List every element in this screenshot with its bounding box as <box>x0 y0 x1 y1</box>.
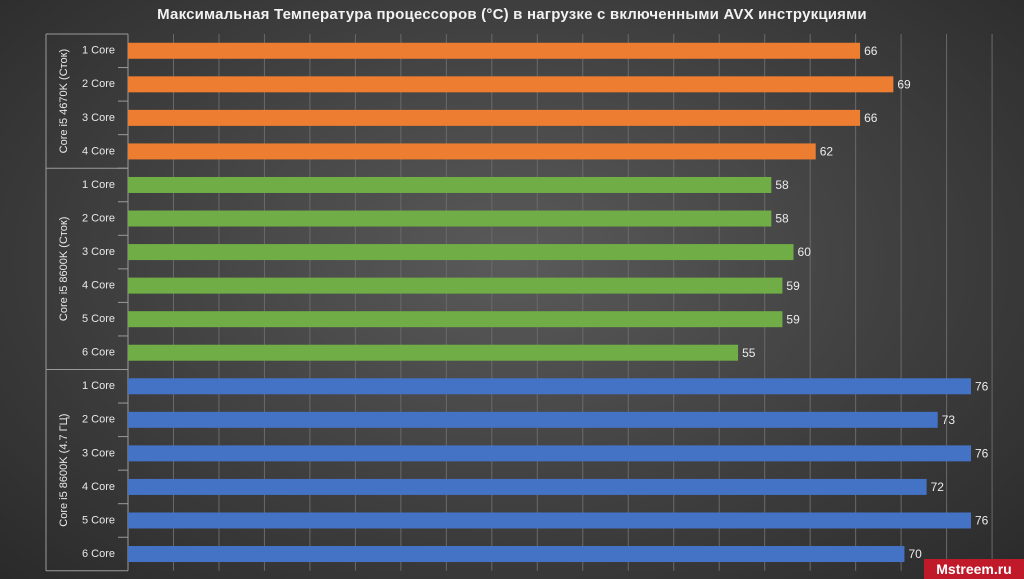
group-label: Core i5 4670K (Сток) <box>58 49 70 154</box>
bar <box>128 244 794 261</box>
group-label: Core i5 8600K (Сток) <box>58 217 70 322</box>
category-label: 5 Core <box>82 514 115 526</box>
bar <box>128 176 772 193</box>
data-label: 58 <box>775 212 789 226</box>
bar <box>128 478 927 495</box>
bar <box>128 411 938 428</box>
category-label: 4 Core <box>82 481 115 493</box>
category-label: 4 Core <box>82 145 115 157</box>
data-label: 69 <box>897 77 911 91</box>
category-label: 4 Core <box>82 280 115 292</box>
category-label: 3 Core <box>82 112 115 124</box>
category-label: 5 Core <box>82 313 115 325</box>
bar <box>128 210 772 227</box>
group-label: Core i5 8600K (4.7 ГЦ) <box>58 414 70 527</box>
data-label: 58 <box>775 178 789 192</box>
bar <box>128 512 971 529</box>
data-label: 66 <box>864 111 878 125</box>
site-watermark: Mstreem.ru <box>924 559 1024 579</box>
data-label: 66 <box>864 44 878 58</box>
category-label: 2 Core <box>82 414 115 426</box>
bar <box>128 311 783 328</box>
category-label: 2 Core <box>82 212 115 224</box>
bar <box>128 76 894 93</box>
data-label: 59 <box>786 279 800 293</box>
data-label: 59 <box>786 312 800 326</box>
data-label: 76 <box>975 447 989 461</box>
category-label: 3 Core <box>82 246 115 258</box>
category-label: 3 Core <box>82 447 115 459</box>
category-label: 1 Core <box>82 179 115 191</box>
category-label: 6 Core <box>82 347 115 359</box>
data-label: 60 <box>798 245 812 259</box>
bar <box>128 445 971 462</box>
data-label: 55 <box>742 346 756 360</box>
data-label: 76 <box>975 514 989 528</box>
category-label: 1 Core <box>82 380 115 392</box>
bar <box>128 109 861 126</box>
data-label: 76 <box>975 379 989 393</box>
data-label: 73 <box>942 413 956 427</box>
category-label: 2 Core <box>82 78 115 90</box>
data-label: 72 <box>931 480 945 494</box>
chart-title: Максимальная Температура процессоров (°C… <box>157 6 867 23</box>
bar <box>128 42 861 59</box>
category-label: 1 Core <box>82 45 115 57</box>
category-label: 6 Core <box>82 548 115 560</box>
bar <box>128 277 783 294</box>
data-label: 62 <box>820 145 834 159</box>
bar <box>128 546 905 563</box>
bar <box>128 143 816 160</box>
bar <box>128 344 739 361</box>
data-label: 70 <box>908 547 922 561</box>
bar <box>128 378 971 395</box>
